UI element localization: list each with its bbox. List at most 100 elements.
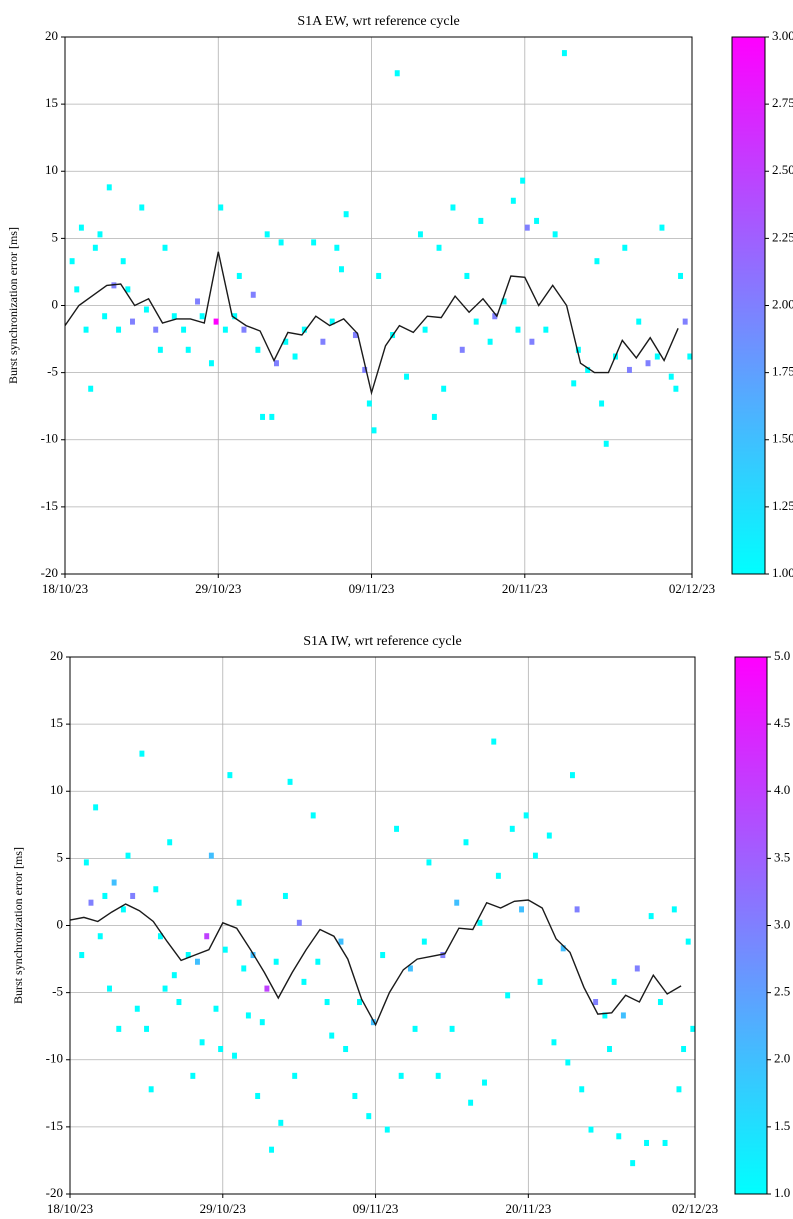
y-tick-label: -5 — [52, 984, 63, 999]
hist-cell — [454, 899, 460, 906]
hist-cell — [260, 413, 266, 420]
hist-cell — [171, 313, 177, 320]
hist-cell — [255, 1092, 261, 1100]
hist-cell — [407, 965, 413, 972]
hist-cell — [287, 778, 293, 785]
hist-cell — [250, 291, 256, 298]
hist-cell — [376, 272, 382, 279]
hist-cell — [417, 231, 423, 238]
hist-cell — [459, 346, 465, 353]
hist-cell — [185, 346, 191, 353]
hist-cell — [435, 1072, 441, 1079]
hist-cell — [352, 332, 358, 339]
hist-cell — [125, 286, 131, 293]
hist-cell — [162, 985, 168, 992]
x-tick-label: 18/10/23 — [42, 581, 88, 596]
hist-cell — [412, 1025, 418, 1032]
hist-cell — [241, 326, 247, 333]
colorbar-tick-label: 3.00 — [772, 28, 793, 43]
y-tick-label: 10 — [45, 162, 58, 177]
mean-line — [69, 899, 682, 1027]
hist-cell — [603, 440, 609, 447]
hist-cell — [199, 1039, 205, 1046]
hist-cell — [552, 231, 558, 238]
colorbar-tick-label: 5.0 — [774, 648, 790, 663]
hist-cell — [687, 353, 693, 360]
hist-cell — [232, 313, 238, 320]
hist-cell — [218, 1045, 224, 1053]
hist-cell — [654, 353, 660, 360]
hist-cell — [523, 812, 529, 819]
hist-cell — [269, 1146, 275, 1153]
hist-cell — [602, 1012, 608, 1019]
hist-cell — [551, 1039, 557, 1046]
hist-cell — [130, 892, 136, 899]
hist-cell — [125, 852, 131, 859]
hist-cell — [292, 353, 298, 360]
hist-cell — [487, 338, 493, 345]
hist-cell — [645, 360, 651, 367]
hist-cell — [282, 892, 288, 899]
hist-cell — [636, 318, 642, 325]
hist-cell — [339, 266, 344, 273]
hist-cell — [515, 326, 521, 333]
x-tick-label: 09/11/23 — [349, 581, 395, 596]
colorbar-tick-label: 2.00 — [772, 296, 793, 311]
hist-cell — [143, 306, 149, 313]
hist-cell — [634, 965, 640, 972]
y-tick-label: -10 — [41, 431, 58, 446]
hist-cell — [204, 933, 210, 940]
hist-cell — [259, 1019, 265, 1026]
hist-cell — [148, 1086, 154, 1093]
hist-cell — [102, 892, 108, 899]
hist-cell — [599, 400, 605, 407]
colorbar-tick-label: 1.0 — [774, 1185, 790, 1200]
hist-cell — [310, 812, 316, 819]
hist-cell — [352, 1092, 358, 1100]
y-tick-label: 5 — [57, 849, 64, 864]
hist-cell — [343, 211, 349, 218]
hist-cell — [153, 326, 159, 333]
hist-cell — [505, 992, 511, 999]
hist-cell — [69, 258, 75, 265]
hist-cell — [338, 938, 344, 945]
hist-cell — [274, 360, 279, 367]
hist-cell — [463, 839, 469, 846]
hist-cell — [681, 1045, 687, 1053]
hist-cell — [431, 413, 437, 420]
hist-cell — [380, 952, 386, 959]
hist-cell — [236, 899, 242, 906]
x-tick-label: 29/10/23 — [195, 581, 241, 596]
hist-cell — [366, 1113, 372, 1120]
hist-cell — [144, 1025, 150, 1032]
hist-cell — [529, 338, 535, 345]
hist-cell — [139, 204, 145, 211]
colorbar-tick-label: 2.0 — [774, 1051, 790, 1066]
hist-cell — [620, 1012, 626, 1019]
hist-cell — [176, 999, 182, 1006]
x-tick-label: 20/11/23 — [502, 581, 548, 596]
hist-cell — [682, 318, 688, 325]
hist-cell — [227, 772, 233, 779]
hist-cell — [195, 298, 200, 305]
colorbar — [734, 656, 768, 1195]
hist-cell — [594, 258, 600, 265]
hist-cell — [509, 825, 515, 832]
hist-cell — [93, 804, 99, 811]
y-tick-label: -5 — [47, 364, 58, 379]
hist-cell — [107, 985, 112, 992]
hist-cell — [208, 360, 214, 367]
y-tick-label: 15 — [45, 95, 58, 110]
hist-cell — [546, 832, 552, 839]
hist-cell — [440, 952, 446, 959]
hist-cell — [657, 999, 663, 1006]
hist-cell — [478, 217, 484, 224]
hist-cell — [362, 366, 368, 373]
x-tick-label: 29/10/23 — [200, 1201, 246, 1216]
hist-cell — [422, 326, 428, 333]
hist-cell — [162, 244, 168, 251]
hist-cell — [501, 298, 507, 305]
hist-cell — [371, 427, 377, 434]
hist-cell — [88, 899, 94, 906]
hist-cell — [79, 952, 85, 959]
